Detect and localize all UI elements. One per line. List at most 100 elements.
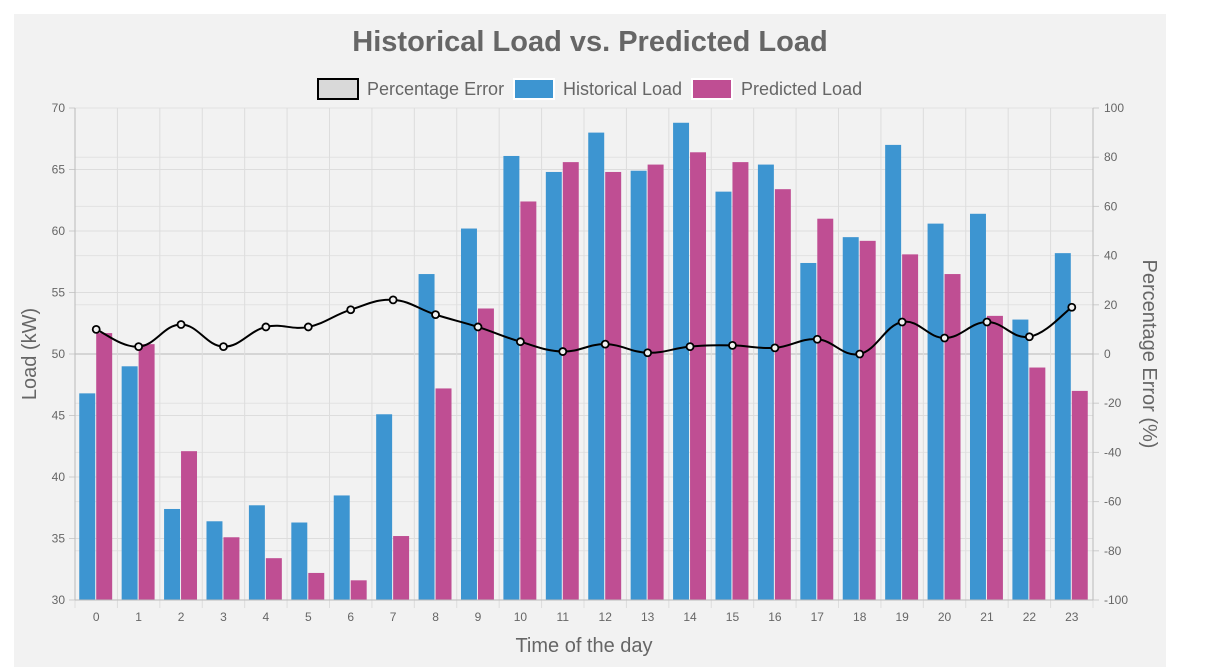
predicted-bar (859, 240, 876, 600)
y2-tick-label: -80 (1104, 544, 1122, 558)
x-tick-label: 21 (980, 610, 994, 624)
y2-tick-label: 40 (1104, 249, 1118, 263)
legend-label: Predicted Load (741, 79, 862, 99)
predicted-bar (1071, 390, 1088, 600)
historical-bar (715, 191, 732, 600)
historical-bar (376, 414, 393, 600)
y2-tick-label: -60 (1104, 495, 1122, 509)
legend-label: Percentage Error (367, 79, 504, 99)
error-point (431, 310, 440, 320)
historical-bar (121, 366, 138, 600)
historical-bar (545, 171, 562, 600)
legend-item[interactable]: Percentage Error (317, 78, 504, 100)
y-tick-label: 50 (52, 347, 66, 361)
predicted-bar (520, 201, 537, 601)
x-tick-label: 16 (768, 610, 782, 624)
error-point (1024, 332, 1034, 342)
historical-bar (588, 132, 605, 600)
error-point (600, 339, 610, 349)
predicted-bar (1029, 367, 1046, 600)
legend: Percentage Error Historical Load Predicted… (317, 78, 862, 100)
y-tick-label: 55 (52, 286, 66, 300)
predicted-bar (732, 162, 749, 600)
y-tick-label: 30 (52, 593, 66, 607)
predicted-bar (138, 344, 155, 600)
predicted-bar (605, 171, 622, 600)
x-tick-label: 11 (557, 610, 570, 624)
error-point (728, 340, 737, 350)
x-axis-label: Time of the day (515, 635, 652, 657)
historical-bar (927, 223, 944, 600)
error-point (473, 322, 483, 332)
error-point (346, 305, 356, 315)
x-tick-label: 5 (305, 610, 312, 624)
historical-bar (333, 495, 350, 600)
error-point (770, 343, 780, 353)
y-tick-label: 65 (52, 163, 66, 177)
x-tick-label: 0 (93, 610, 100, 624)
axes: 303540455055606570-100-80-60-40-20020406… (52, 101, 1129, 624)
chart-title: Historical Load vs. Predicted Load (352, 26, 827, 58)
historical-bar (842, 237, 859, 600)
predicted-bar (265, 558, 282, 600)
x-tick-label: 10 (514, 610, 528, 624)
historical-bar (885, 144, 902, 600)
predicted-bar (690, 152, 707, 600)
bars (79, 122, 1088, 601)
historical-bar (164, 508, 181, 600)
legend-swatch (513, 78, 555, 100)
predicted-bar (944, 274, 961, 600)
predicted-bar (902, 254, 919, 600)
predicted-bar (477, 308, 494, 600)
error-point (643, 348, 653, 358)
historical-bar (291, 522, 308, 600)
y2-tick-label: 100 (1104, 101, 1124, 115)
error-point (388, 295, 398, 305)
x-tick-label: 17 (811, 610, 825, 624)
y-tick-label: 35 (52, 532, 66, 546)
y-tick-label: 60 (52, 224, 66, 238)
predicted-bar (393, 536, 410, 600)
error-point (940, 333, 949, 343)
predicted-bar (647, 164, 664, 600)
error-point (219, 342, 228, 352)
historical-bar (460, 228, 477, 601)
x-tick-label: 18 (853, 610, 867, 624)
x-tick-label: 20 (938, 610, 952, 624)
predicted-bar (986, 315, 1003, 600)
historical-bar (800, 262, 817, 600)
y2-tick-label: 60 (1104, 199, 1118, 213)
historical-bar (1054, 253, 1071, 600)
y2-tick-label: 20 (1104, 298, 1118, 312)
y2-tick-label: 0 (1104, 347, 1111, 361)
error-point (91, 324, 101, 334)
x-tick-label: 9 (475, 610, 482, 624)
legend-label: Historical Load (563, 79, 682, 99)
predicted-bar (96, 333, 113, 600)
y-tick-label: 70 (52, 101, 66, 115)
predicted-bar (223, 537, 240, 600)
predicted-bar (774, 189, 791, 600)
legend-item[interactable]: Predicted Load (691, 78, 862, 100)
x-tick-label: 13 (641, 610, 655, 624)
error-point (515, 337, 525, 347)
y2-tick-label: -100 (1104, 593, 1128, 607)
error-point (558, 347, 568, 356)
legend-item[interactable]: Historical Load (513, 78, 682, 100)
historical-bar (969, 213, 986, 600)
legend-swatch (691, 78, 733, 100)
historical-bar (757, 164, 774, 600)
y2-tick-label: 80 (1104, 150, 1118, 164)
x-tick-label: 2 (178, 610, 185, 624)
predicted-bar (350, 580, 367, 600)
x-tick-label: 23 (1065, 610, 1079, 624)
y2-axis-label: Percentage Error (%) (1138, 260, 1160, 449)
predicted-bar (817, 218, 834, 600)
y-axis-label: Load (kW) (19, 308, 41, 400)
x-tick-label: 15 (726, 610, 740, 624)
x-tick-label: 6 (347, 610, 354, 624)
x-tick-label: 19 (895, 610, 909, 624)
error-point (134, 342, 144, 352)
x-tick-label: 3 (220, 610, 227, 624)
